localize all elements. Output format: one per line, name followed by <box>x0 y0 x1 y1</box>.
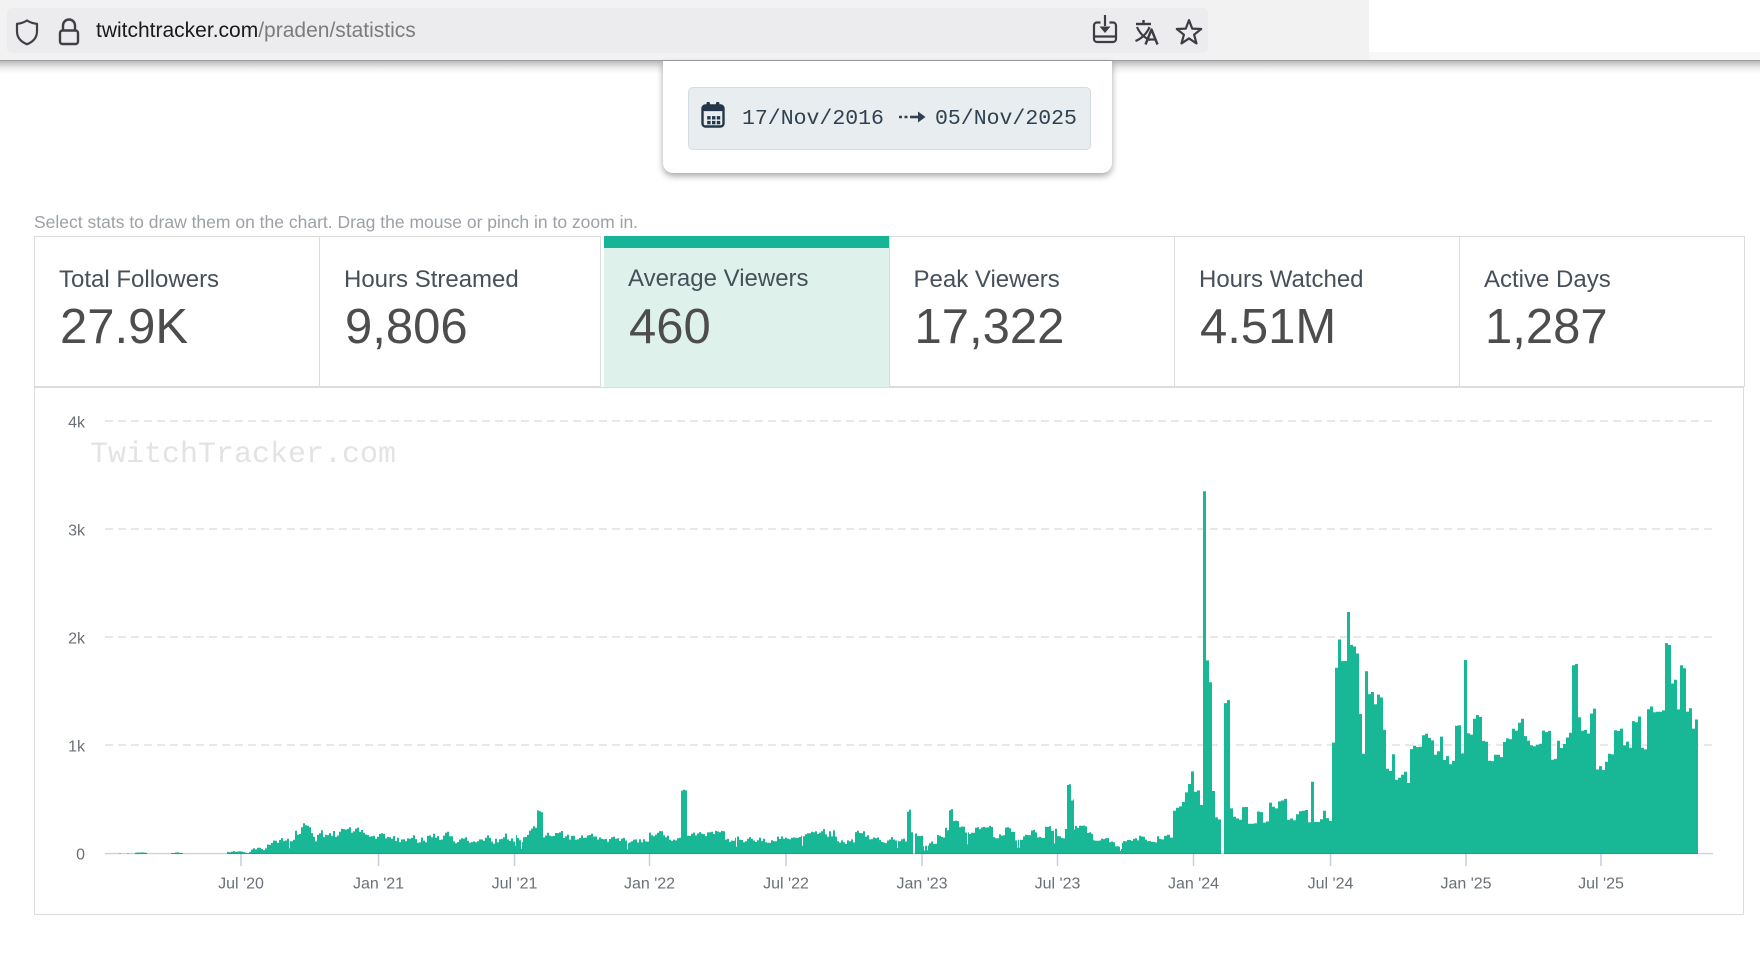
svg-text:17/Nov/2016: 17/Nov/2016 <box>742 107 884 131</box>
svg-text:05/Nov/2025: 05/Nov/2025 <box>935 107 1077 131</box>
